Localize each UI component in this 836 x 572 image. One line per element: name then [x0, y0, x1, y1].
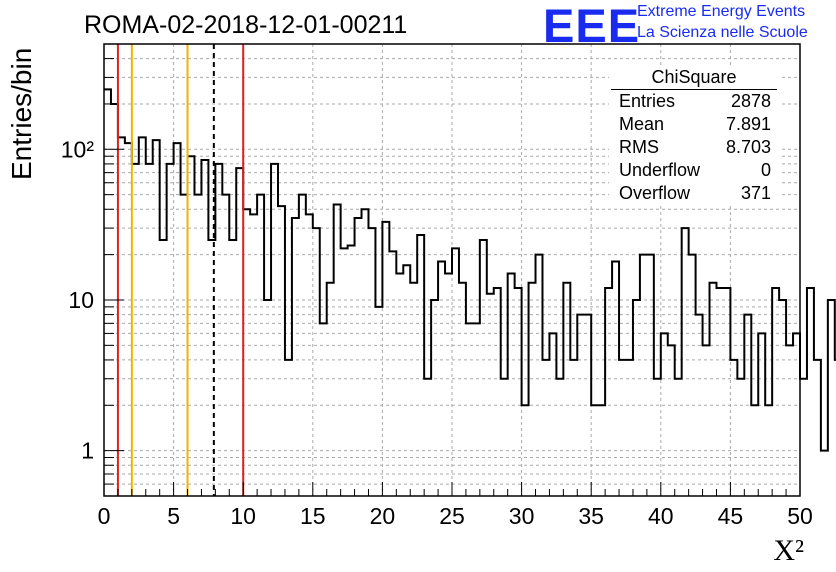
x-axis-label: X²	[773, 534, 804, 567]
stats-divider	[611, 89, 777, 90]
y-tick-label: 1	[81, 438, 94, 464]
logo-line-2: La Scienza nelle Scuole	[637, 24, 808, 41]
marker-lines	[116, 44, 245, 496]
x-tick-label: 10	[230, 503, 256, 529]
stats-value: 2878	[730, 91, 771, 111]
stats-row: Mean 7.891	[609, 113, 779, 136]
x-tick-label: 45	[718, 503, 744, 529]
stats-label: Entries	[619, 91, 676, 111]
stats-label: RMS	[619, 137, 659, 157]
x-tick-label: 20	[370, 503, 396, 529]
stats-rows: Entries 2878 Mean 7.891 RMS 8.703 Underflow 0 Ov…	[609, 90, 779, 205]
stats-row: Overflow 371	[609, 182, 779, 205]
stats-label: Mean	[619, 114, 665, 134]
logo-line-1: Extreme Energy Events	[637, 3, 806, 20]
stats-value: 0	[760, 160, 771, 180]
x-tick-label: 50	[787, 503, 813, 529]
x-tick-label: 15	[300, 503, 326, 529]
tick-labels: 0 5 10 15 20 25 30 35 40 45 50 1 10 10²	[61, 136, 813, 529]
chart-title: ROMA-02-2018-12-01-00211	[84, 11, 408, 39]
stats-row: Entries 2878	[609, 90, 779, 113]
axis-ticks	[103, 43, 801, 497]
y-tick-label: 10²	[61, 136, 95, 162]
x-tick-label: 35	[578, 503, 604, 529]
stats-label: Overflow	[619, 183, 691, 203]
stats-value: 7.891	[725, 114, 771, 134]
histogram-series	[104, 88, 836, 452]
stats-row: Underflow 0	[609, 159, 779, 182]
stats-row: RMS 8.703	[609, 136, 779, 159]
stats-title: ChiSquare	[651, 67, 737, 87]
stats-value: 8.703	[725, 137, 771, 157]
eee-logo: EEE	[543, 0, 641, 52]
stats-label: Underflow	[619, 160, 701, 180]
stats-box: ChiSquare Entries 2878 Mean 7.891 RMS 8.703 Un…	[609, 66, 779, 205]
histogram-bars	[104, 88, 836, 452]
x-tick-label: 40	[648, 503, 674, 529]
stats-value: 371	[740, 183, 771, 203]
x-tick-label: 0	[98, 503, 111, 529]
y-axis-label: Entries/bin	[6, 47, 37, 180]
x-tick-label: 30	[509, 503, 535, 529]
x-tick-label: 25	[439, 503, 465, 529]
y-tick-label: 10	[68, 287, 94, 313]
x-tick-label: 5	[167, 503, 180, 529]
